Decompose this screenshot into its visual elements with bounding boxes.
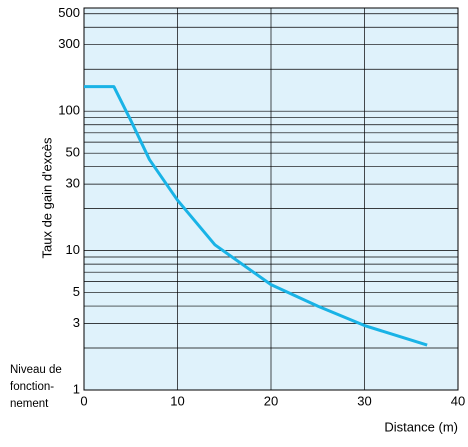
annotation: fonction- [10, 381, 54, 393]
y-tick-label: 500 [58, 5, 80, 20]
x-tick-label: 0 [80, 393, 87, 408]
plot-border [83, 7, 459, 391]
y-tick-label: 50 [66, 145, 80, 160]
y-tick-label: 5 [73, 284, 80, 299]
annotation: Niveau de [10, 364, 62, 376]
x-axis-label: Distance (m) [384, 419, 458, 434]
x-tick-label: 30 [357, 393, 371, 408]
line [84, 85, 428, 347]
y-axis-label: Taux de gain d'excès [39, 137, 54, 259]
y-tick-label: 3 [73, 315, 80, 330]
annotation: nement [10, 398, 49, 410]
x-tick-label: 20 [264, 393, 278, 408]
y-tick-label: 100 [58, 103, 80, 118]
x-tick-label: 40 [451, 393, 465, 408]
y-tick-label: 300 [58, 36, 80, 51]
y-tick-label: 30 [66, 176, 80, 191]
x-tick-label: 10 [170, 393, 184, 408]
y-tick-label: 1 [73, 381, 80, 396]
y-tick-label: 10 [66, 242, 80, 257]
